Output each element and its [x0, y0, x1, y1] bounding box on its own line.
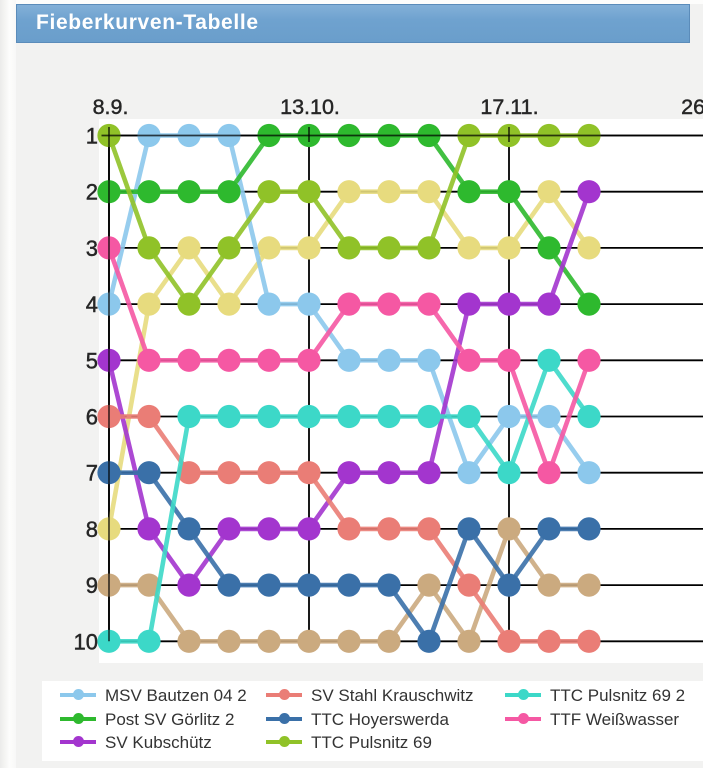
svg-text:4: 4: [86, 292, 98, 317]
svg-text:6: 6: [86, 405, 98, 430]
svg-text:13.10.: 13.10.: [280, 95, 340, 119]
svg-text:7: 7: [86, 461, 98, 486]
svg-text:8: 8: [86, 517, 98, 542]
svg-text:26.12.: 26.12.: [681, 95, 703, 119]
svg-text:17.11.: 17.11.: [480, 95, 538, 119]
svg-text:10: 10: [74, 629, 98, 654]
svg-text:2: 2: [86, 180, 98, 205]
svg-text:5: 5: [86, 348, 98, 373]
svg-text:1: 1: [86, 124, 98, 149]
svg-text:8.9.: 8.9.: [93, 95, 129, 119]
svg-text:3: 3: [86, 236, 98, 261]
svg-text:9: 9: [86, 573, 98, 598]
